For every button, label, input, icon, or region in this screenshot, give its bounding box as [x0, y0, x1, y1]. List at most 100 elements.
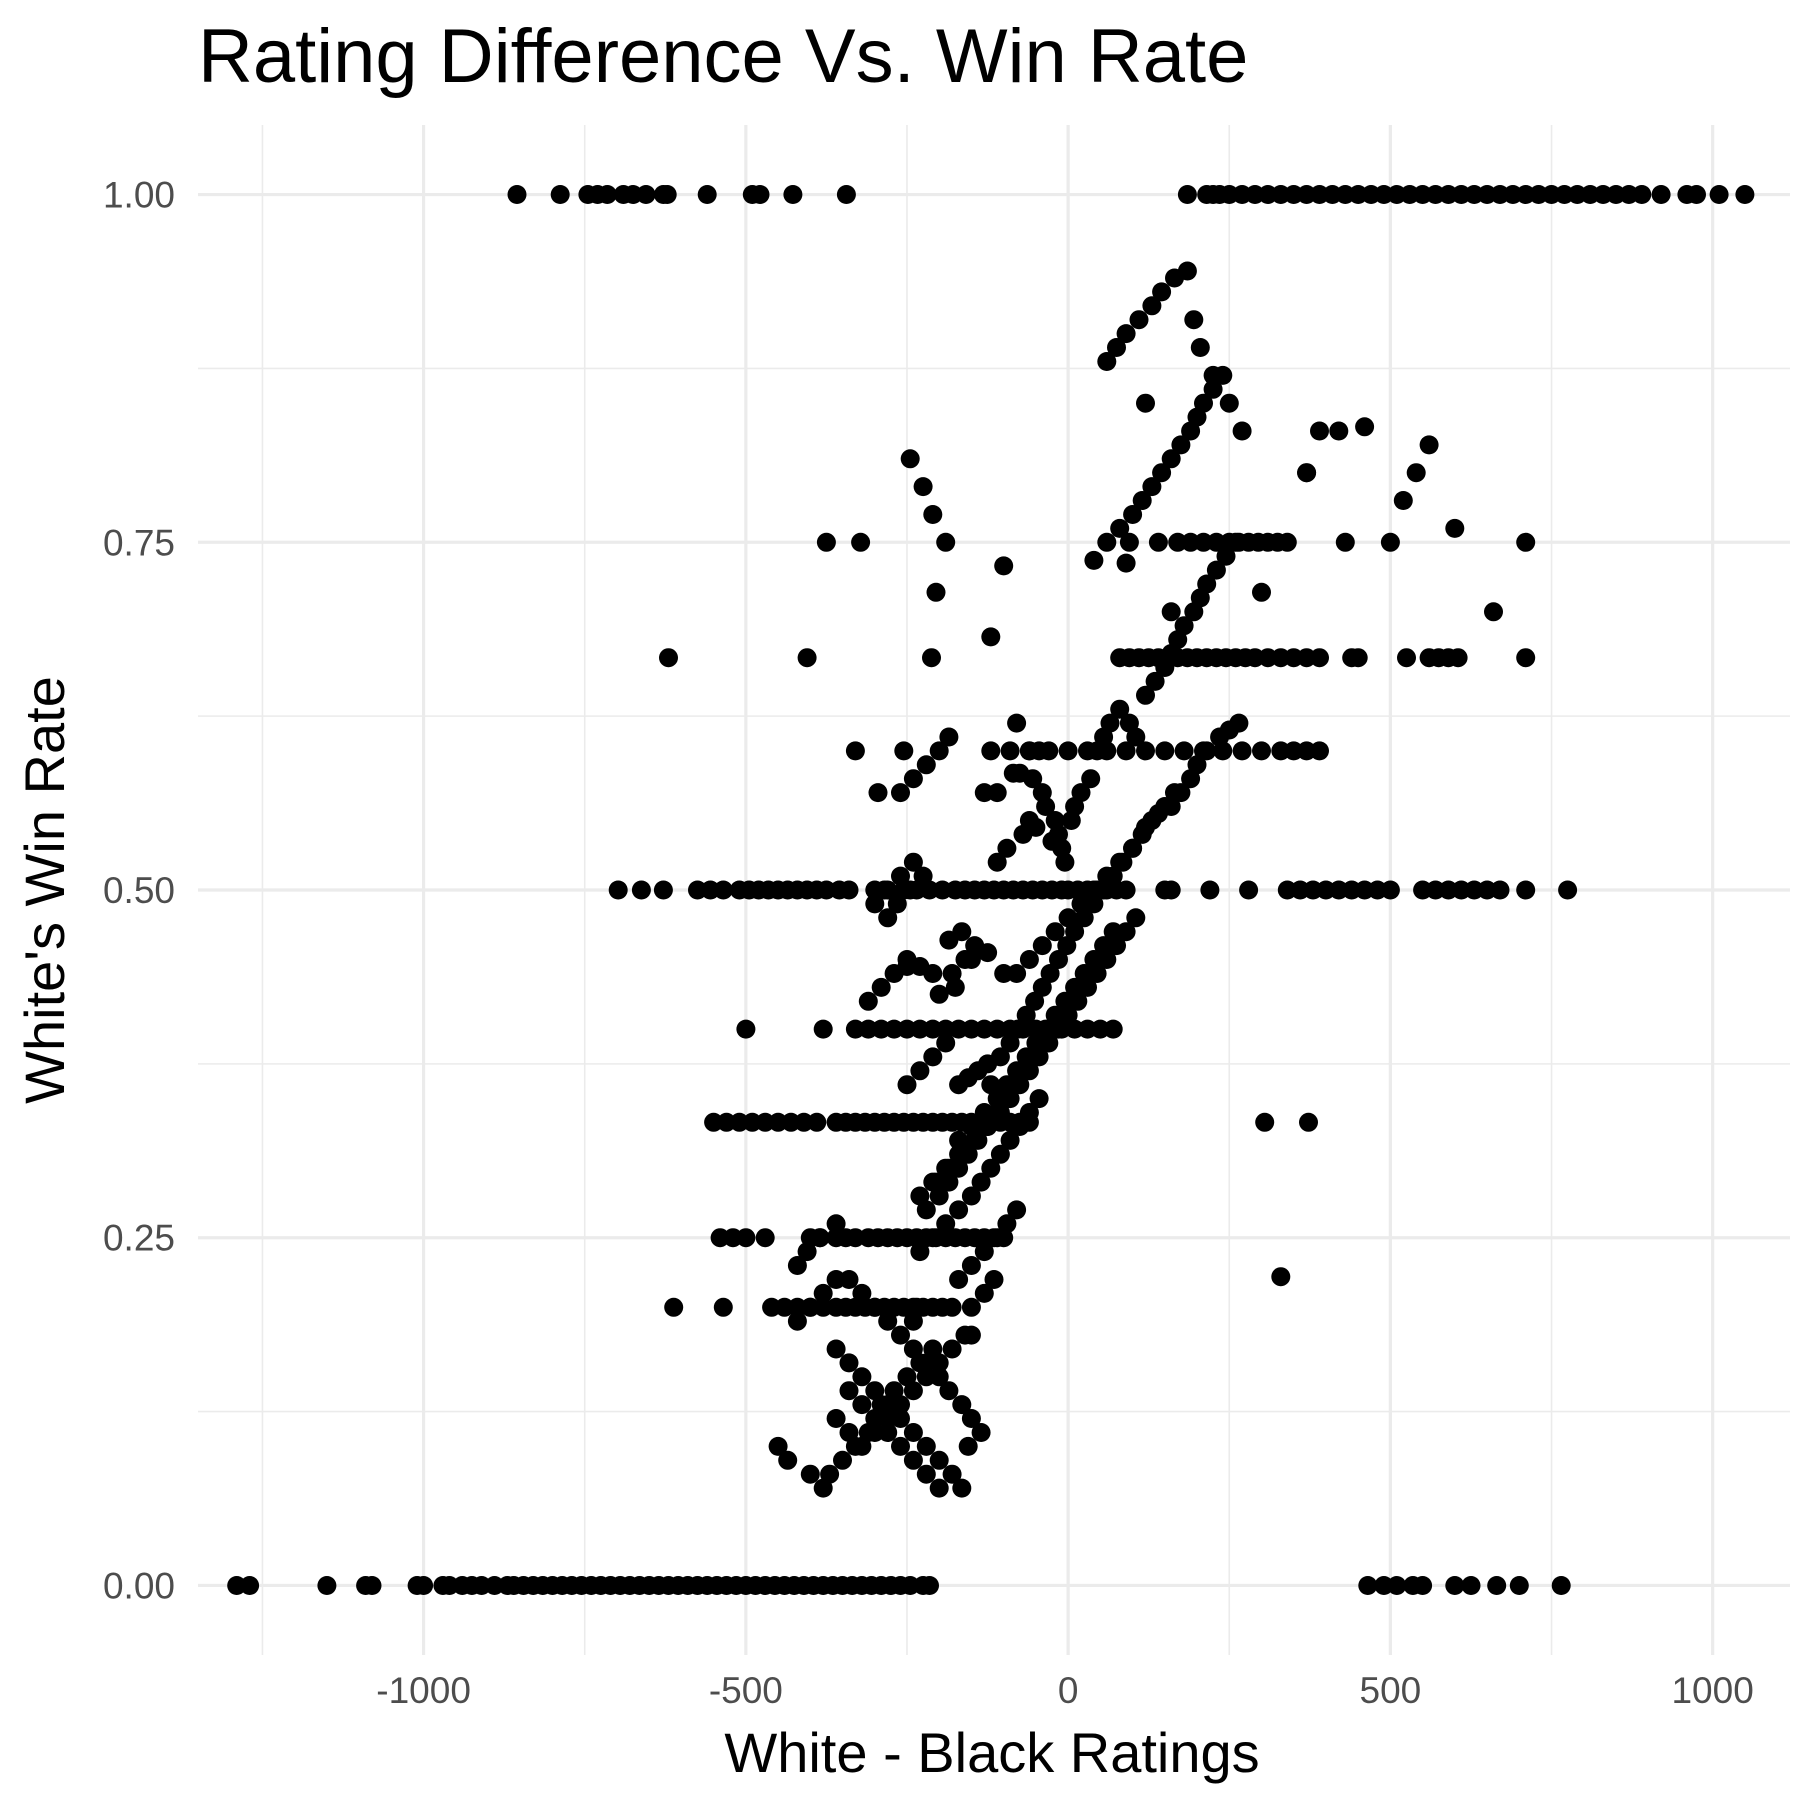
data-point	[949, 1200, 969, 1220]
data-point	[1040, 964, 1060, 983]
data-point	[1184, 310, 1204, 330]
data-point	[997, 838, 1017, 858]
data-point	[1049, 950, 1068, 969]
data-point	[1126, 908, 1146, 928]
y-axis-ticks: 0.00 0.25 0.50 0.75 1.00	[103, 175, 175, 1607]
data-point	[1097, 352, 1117, 371]
data-point	[1516, 532, 1536, 552]
data-point	[936, 1158, 956, 1178]
data-point	[1632, 185, 1652, 204]
y-tick-label: 1.00	[103, 175, 175, 216]
data-point	[414, 1576, 434, 1595]
data-point	[1397, 648, 1416, 668]
data-point	[1019, 1103, 1039, 1122]
data-point	[839, 1381, 859, 1401]
data-point	[1174, 616, 1194, 636]
data-point	[971, 1423, 991, 1442]
data-point	[1161, 602, 1181, 622]
data-point	[852, 1395, 872, 1415]
data-point	[1445, 518, 1465, 538]
x-tick-label: 1000	[1671, 1670, 1753, 1711]
data-point	[1013, 824, 1033, 844]
data-point	[1155, 741, 1175, 761]
data-point	[916, 1464, 936, 1484]
data-point	[1197, 741, 1217, 761]
data-point	[903, 1423, 923, 1442]
data-point	[891, 1436, 910, 1456]
data-point	[878, 1409, 898, 1428]
data-point	[750, 185, 770, 204]
data-point	[1007, 964, 1027, 983]
data-point	[797, 1242, 817, 1262]
data-point	[1142, 811, 1162, 830]
data-point	[608, 880, 628, 900]
data-point	[1123, 838, 1143, 858]
data-point	[916, 1367, 936, 1387]
data-point	[891, 1395, 910, 1415]
data-point	[807, 1112, 827, 1132]
data-point	[1310, 648, 1329, 668]
data-point	[1094, 880, 1114, 900]
data-point	[1187, 755, 1207, 775]
data-point	[240, 1576, 260, 1595]
data-point	[1119, 532, 1139, 552]
data-point	[923, 505, 943, 524]
data-point	[955, 1325, 975, 1345]
data-point	[1007, 713, 1027, 733]
data-point	[1116, 880, 1136, 900]
data-point	[1136, 741, 1155, 761]
data-point	[865, 894, 885, 914]
data-point	[961, 1186, 981, 1206]
data-point	[1448, 648, 1468, 668]
data-point	[1197, 574, 1217, 594]
data-point	[1019, 741, 1039, 761]
data-point	[1651, 185, 1671, 204]
data-point	[800, 1297, 820, 1317]
data-point	[923, 1228, 943, 1248]
data-point	[936, 1214, 956, 1234]
data-point	[974, 1242, 994, 1262]
data-point	[1042, 831, 1062, 851]
data-point	[813, 1283, 833, 1303]
data-point	[929, 1478, 949, 1498]
data-point	[1055, 852, 1075, 872]
data-point	[1045, 1019, 1065, 1039]
data-point	[1136, 685, 1155, 705]
data-point	[1200, 880, 1220, 900]
data-point	[936, 532, 956, 552]
data-point	[852, 1283, 872, 1303]
data-point	[939, 727, 959, 747]
data-point	[1142, 296, 1162, 316]
data-point	[1252, 582, 1271, 602]
data-point	[826, 1339, 846, 1359]
data-point	[1194, 393, 1213, 413]
y-axis-title: White's Win Rate	[13, 676, 76, 1104]
data-point	[990, 1144, 1010, 1164]
data-point	[1078, 977, 1097, 997]
data-point	[1171, 435, 1191, 455]
data-point	[1348, 648, 1368, 668]
data-point	[1136, 393, 1155, 413]
x-tick-label: 500	[1360, 1670, 1422, 1711]
data-point	[1123, 505, 1143, 524]
data-point	[1177, 261, 1197, 281]
data-point	[1551, 1576, 1571, 1595]
data-point	[981, 1158, 1001, 1178]
data-point	[845, 741, 865, 761]
data-point	[1026, 1047, 1046, 1067]
data-point	[1103, 1019, 1123, 1039]
data-point	[1310, 421, 1329, 441]
data-point	[1165, 783, 1184, 803]
data-point	[1155, 797, 1175, 816]
data-point	[1190, 338, 1210, 357]
data-point	[939, 1381, 959, 1401]
y-tick-label: 0.00	[103, 1565, 175, 1606]
data-point	[1461, 1576, 1481, 1595]
data-point	[952, 1478, 972, 1498]
data-point	[1406, 463, 1426, 483]
data-point	[1229, 713, 1249, 733]
data-point	[839, 1423, 859, 1442]
data-point	[1057, 936, 1077, 956]
data-point	[1065, 922, 1085, 942]
